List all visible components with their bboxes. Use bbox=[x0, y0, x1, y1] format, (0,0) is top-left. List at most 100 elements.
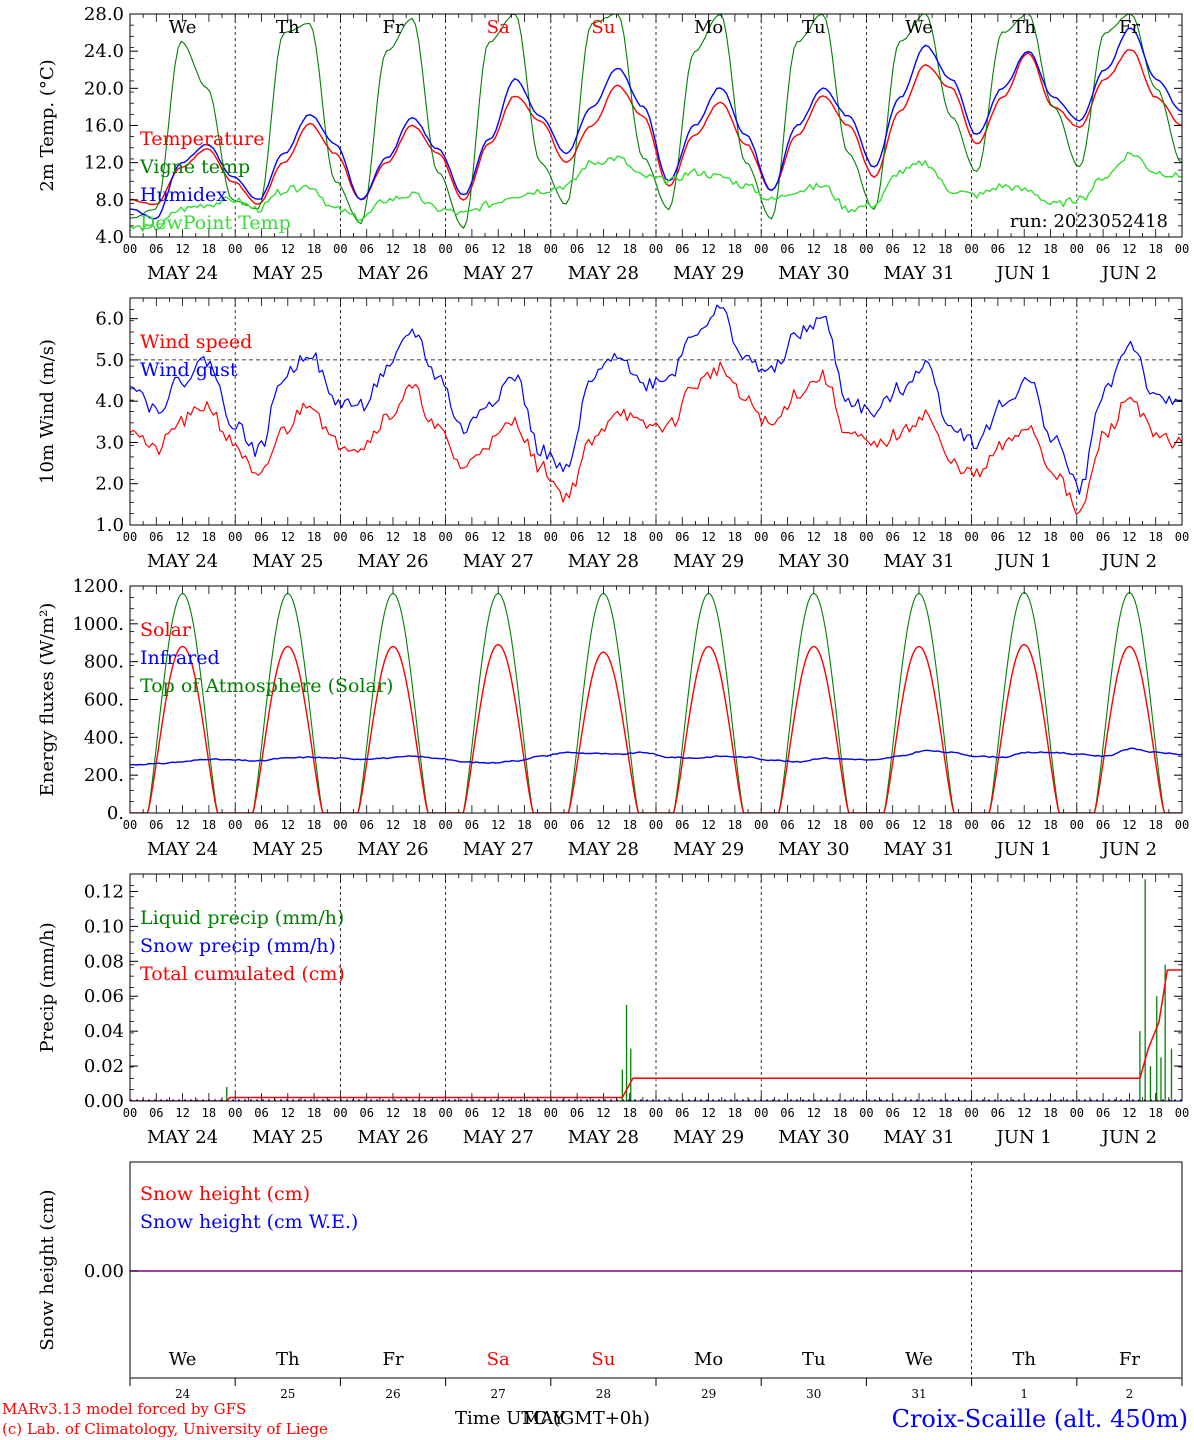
panel-3-series-solar bbox=[130, 643, 1182, 813]
panel-1-hour-label: 12 bbox=[175, 242, 189, 256]
panel-2-hour-label: 06 bbox=[570, 530, 584, 544]
panel-1-ytick-label: 28.0 bbox=[84, 4, 124, 25]
panel-4-date-label: MAY 29 bbox=[673, 1127, 744, 1148]
panel-1-ytick-label: 4.0 bbox=[95, 227, 124, 248]
panel-1-hour-label: 00 bbox=[859, 242, 873, 256]
panel-1-series-blue bbox=[130, 27, 1182, 220]
panel-1-ylabel: 2m Temp. (°C) bbox=[37, 59, 58, 191]
panel-2-ytick-label: 3.0 bbox=[95, 432, 124, 453]
panel-3-hour-label: 06 bbox=[149, 818, 163, 832]
panel-2-date-label: MAY 28 bbox=[568, 551, 639, 572]
panel-4-ytick-label: 0.04 bbox=[84, 1021, 124, 1042]
panel-1-hour-label: 18 bbox=[307, 242, 321, 256]
panel-1-series-lightgreen bbox=[130, 151, 1182, 232]
panel-2-hour-label: 12 bbox=[596, 530, 610, 544]
panel-1-hour-label: 12 bbox=[807, 242, 821, 256]
panel-3-hour-label: 00 bbox=[123, 818, 137, 832]
panel-1-hour-label: 00 bbox=[438, 242, 452, 256]
panel-4-date-label: MAY 26 bbox=[357, 1127, 428, 1148]
panel-2-hour-label: 12 bbox=[912, 530, 926, 544]
panel-3-hour-label: 12 bbox=[1017, 818, 1031, 832]
panel-3-ytick-label: 400. bbox=[84, 727, 124, 748]
panel-1-hour-label: 12 bbox=[386, 242, 400, 256]
panel-1-ytick-label: 8.0 bbox=[95, 190, 124, 211]
panel-3-hour-label: 00 bbox=[333, 818, 347, 832]
panel-5-day-number: 26 bbox=[385, 1387, 400, 1401]
panel-3-hour-label: 18 bbox=[1148, 818, 1162, 832]
panel-2-date-label: MAY 30 bbox=[778, 551, 849, 572]
panel-3-hour-label: 18 bbox=[202, 818, 216, 832]
panel-3-hour-label: 06 bbox=[885, 818, 899, 832]
panel-3-hour-label: 18 bbox=[938, 818, 952, 832]
panel-1-hour-label: 18 bbox=[833, 242, 847, 256]
panel-5-weekday-label: Mo bbox=[694, 1349, 723, 1370]
panel-2-series-blue bbox=[130, 304, 1182, 495]
panel-4-date-label: MAY 24 bbox=[147, 1127, 218, 1148]
panel-1-date-label: MAY 24 bbox=[147, 263, 218, 284]
panel-3-date-label: MAY 26 bbox=[357, 839, 428, 860]
panel-2-date-label: MAY 26 bbox=[357, 551, 428, 572]
panel-4-hour-label: 06 bbox=[991, 1106, 1005, 1120]
panel-3-ytick-label: 0. bbox=[107, 803, 124, 824]
panel-1-weekday-label: Sa bbox=[487, 17, 510, 38]
panel-1-hour-label: 18 bbox=[202, 242, 216, 256]
panel-3-hour-label: 06 bbox=[675, 818, 689, 832]
panel-4-hour-label: 12 bbox=[281, 1106, 295, 1120]
panel-3-hour-label: 12 bbox=[912, 818, 926, 832]
panel-3-hour-label: 18 bbox=[517, 818, 531, 832]
panel-4-hour-label: 12 bbox=[807, 1106, 821, 1120]
panel-4-hour-label: 12 bbox=[491, 1106, 505, 1120]
panel-3-hour-label-end: 00 bbox=[1175, 818, 1189, 832]
panel-4-legend-1: Liquid precip (mm/h) bbox=[140, 907, 344, 929]
panel-3-legend-1: Solar bbox=[140, 619, 192, 641]
panel-1-hour-label: 06 bbox=[465, 242, 479, 256]
lab-credit: (c) Lab. of Climatology, University of L… bbox=[2, 1420, 328, 1438]
panel-2-hour-label: 00 bbox=[544, 530, 558, 544]
time-axis-label: Time UTC (GMT+0h) bbox=[455, 1408, 650, 1429]
location-title: Croix-Scaille (alt. 450m) bbox=[892, 1405, 1188, 1433]
panel-2-hour-label: 00 bbox=[438, 530, 452, 544]
panel-1-hour-label: 12 bbox=[1017, 242, 1031, 256]
panel-3-hour-label: 18 bbox=[728, 818, 742, 832]
panel-4-hour-label: 06 bbox=[465, 1106, 479, 1120]
panel-1-legend-4: DewPoint Temp bbox=[140, 212, 291, 234]
panel-3-hour-label: 00 bbox=[544, 818, 558, 832]
panel-3-hour-label: 06 bbox=[780, 818, 794, 832]
panel-1-hour-label: 18 bbox=[622, 242, 636, 256]
panel-5-day-number: 28 bbox=[596, 1387, 611, 1401]
panel-3-date-label: MAY 24 bbox=[147, 839, 218, 860]
panel-4-hour-label: 00 bbox=[438, 1106, 452, 1120]
panel-5-day-number: 29 bbox=[701, 1387, 716, 1401]
panel-5-day-number: 1 bbox=[1020, 1387, 1028, 1401]
panel-1-weekday-label: Fr bbox=[1119, 17, 1140, 38]
panel-4-ytick-label: 0.02 bbox=[84, 1056, 124, 1077]
panel-1-ytick-label: 12.0 bbox=[84, 153, 124, 174]
panel-5-weekday-label: Fr bbox=[382, 1349, 403, 1370]
panel-1-hour-label: 12 bbox=[1122, 242, 1136, 256]
panel-2-legend-2: Wind gust bbox=[140, 359, 238, 381]
panel-2-hour-label: 00 bbox=[228, 530, 242, 544]
panel-1-hour-label: 00 bbox=[754, 242, 768, 256]
panel-2-hour-label: 00 bbox=[649, 530, 663, 544]
panel-4-ytick-label: 0.00 bbox=[84, 1091, 124, 1112]
panel-2-hour-label: 12 bbox=[281, 530, 295, 544]
panel-2-legend-1: Wind speed bbox=[140, 331, 252, 353]
panel-1-date-label: MAY 29 bbox=[673, 263, 744, 284]
panel-3-hour-label: 00 bbox=[859, 818, 873, 832]
panel-2-hour-label: 12 bbox=[1122, 530, 1136, 544]
panel-1-hour-label: 18 bbox=[517, 242, 531, 256]
panel-4-hour-label: 12 bbox=[701, 1106, 715, 1120]
panel-3-hour-label: 06 bbox=[1096, 818, 1110, 832]
panel-4-hour-label: 18 bbox=[307, 1106, 321, 1120]
panel-3-hour-label: 00 bbox=[228, 818, 242, 832]
panel-1-hour-label: 06 bbox=[359, 242, 373, 256]
panel-2-ytick-label: 4.0 bbox=[95, 391, 124, 412]
panel-2-ytick-label: 6.0 bbox=[95, 309, 124, 330]
panel-1-date-label: JUN 2 bbox=[1100, 263, 1157, 284]
panel-2-date-label: MAY 27 bbox=[463, 551, 534, 572]
panel-4-hour-label: 00 bbox=[754, 1106, 768, 1120]
panel-3-hour-label: 12 bbox=[596, 818, 610, 832]
panel-1-hour-label: 06 bbox=[149, 242, 163, 256]
panel-2-hour-label: 18 bbox=[833, 530, 847, 544]
panel-2-date-label: MAY 31 bbox=[883, 551, 954, 572]
